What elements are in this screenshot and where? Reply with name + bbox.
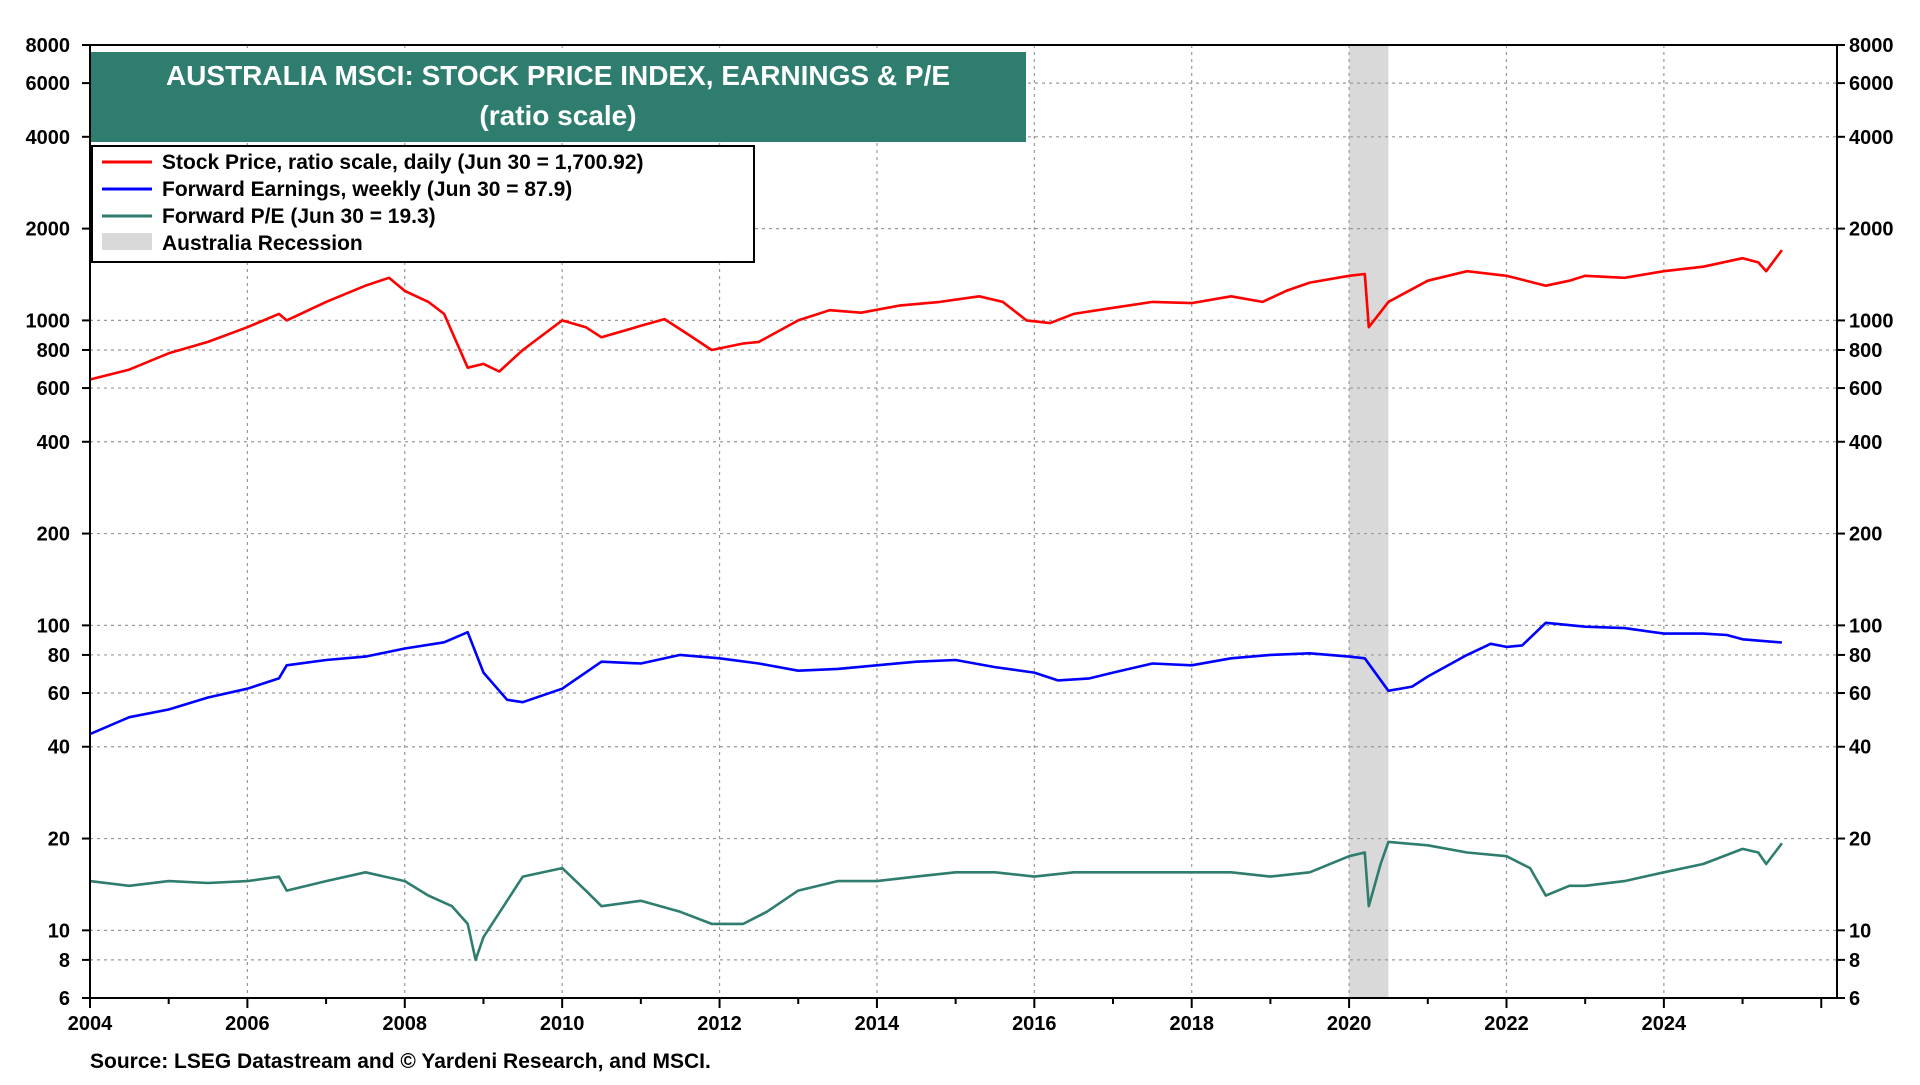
y-tick-label-right: 800 — [1849, 340, 1882, 362]
recession-band — [1349, 45, 1389, 998]
title-box: AUSTRALIA MSCI: STOCK PRICE INDEX, EARNI… — [91, 52, 1026, 142]
x-tick-label: 2006 — [225, 1013, 270, 1035]
series-line-forward-p-e — [89, 840, 1783, 962]
y-tick-label-right: 8 — [1849, 950, 1860, 972]
legend-item-recession: Australia Recession — [102, 232, 363, 255]
legend-label-forward-pe: Forward P/E (Jun 30 = 19.3) — [162, 205, 436, 228]
x-tick-label: 2014 — [855, 1013, 900, 1035]
y-tick-label-left: 2000 — [26, 219, 71, 241]
y-tick-label-left: 200 — [37, 524, 70, 546]
y-tick-label-right: 2000 — [1849, 219, 1894, 241]
x-tick-label: 2020 — [1327, 1013, 1372, 1035]
x-tick-label: 2016 — [1012, 1013, 1057, 1035]
title-background — [91, 52, 1026, 142]
y-tick-label-left: 10 — [48, 920, 70, 942]
y-axis-right: 6 8 10 20 40 60 80 100 200 400 600 800 1000 2000 4000 6… — [1837, 35, 1894, 1010]
y-tick-label-right: 4000 — [1849, 127, 1894, 149]
x-tick-label: 2004 — [68, 1013, 113, 1035]
legend-label-stock-price: Stock Price, ratio scale, daily (Jun 30 … — [162, 151, 644, 174]
y-tick-label-right: 40 — [1849, 737, 1871, 759]
x-tick-label: 2008 — [383, 1013, 428, 1035]
legend-item-stock-price: Stock Price, ratio scale, daily (Jun 30 … — [102, 151, 644, 174]
y-tick-label-left: 20 — [48, 829, 70, 851]
y-tick-label-left: 4000 — [26, 127, 71, 149]
series-line-stock-price — [89, 249, 1783, 381]
x-axis: 2004 2006 2008 2010 2012 2014 2016 2018 2020 2022… — [68, 998, 1823, 1035]
y-tick-label-right: 200 — [1849, 524, 1882, 546]
series-layer — [89, 249, 1783, 962]
legend: Stock Price, ratio scale, daily (Jun 30 … — [91, 145, 755, 263]
y-tick-label-right: 6000 — [1849, 73, 1894, 95]
x-tick-label: 2022 — [1484, 1013, 1529, 1035]
y-tick-label-right: 1000 — [1849, 310, 1894, 332]
y-tick-label-left: 600 — [37, 378, 70, 400]
y-tick-label-left: 40 — [48, 737, 70, 759]
y-tick-label-right: 8000 — [1849, 35, 1894, 57]
legend-swatch-recession — [102, 233, 152, 250]
y-tick-label-left: 60 — [48, 683, 70, 705]
source-note: Source: LSEG Datastream and © Yardeni Re… — [90, 1050, 711, 1073]
legend-item-forward-earnings: Forward Earnings, weekly (Jun 30 = 87.9) — [102, 178, 572, 201]
y-tick-label-left: 400 — [37, 432, 70, 454]
x-tick-label: 2012 — [697, 1013, 742, 1035]
chart-title: AUSTRALIA MSCI: STOCK PRICE INDEX, EARNI… — [166, 60, 950, 91]
y-tick-label-left: 800 — [37, 340, 70, 362]
y-tick-label-right: 600 — [1849, 378, 1882, 400]
y-tick-label-right: 400 — [1849, 432, 1882, 454]
x-tick-label: 2024 — [1642, 1013, 1687, 1035]
recession-layer — [1349, 45, 1389, 998]
legend-label-forward-earnings: Forward Earnings, weekly (Jun 30 = 87.9) — [162, 178, 572, 201]
legend-label-recession: Australia Recession — [162, 232, 363, 255]
y-tick-label-right: 6 — [1849, 988, 1860, 1010]
y-tick-label-left: 8000 — [26, 35, 71, 57]
y-tick-label-left: 100 — [37, 615, 70, 637]
x-tick-label: 2018 — [1169, 1013, 1214, 1035]
y-tick-label-left: 8 — [59, 950, 70, 972]
y-tick-label-left: 80 — [48, 645, 70, 667]
y-tick-label-left: 1000 — [26, 310, 71, 332]
y-tick-label-right: 100 — [1849, 615, 1882, 637]
chart-subtitle: (ratio scale) — [479, 100, 636, 131]
series-line-forward-earnings — [89, 621, 1783, 736]
legend-item-forward-pe: Forward P/E (Jun 30 = 19.3) — [102, 205, 436, 228]
y-tick-label-left: 6000 — [26, 73, 71, 95]
y-axis-left: 6 8 10 20 40 60 80 100 200 400 600 800 1000 2000 4000 6… — [26, 35, 90, 1010]
legend-box — [91, 145, 755, 263]
y-tick-label-right: 10 — [1849, 920, 1871, 942]
x-tick-label: 2010 — [540, 1013, 585, 1035]
y-tick-label-right: 80 — [1849, 645, 1871, 667]
y-tick-label-left: 6 — [59, 988, 70, 1010]
plot-frame — [89, 44, 1838, 999]
y-tick-label-right: 20 — [1849, 829, 1871, 851]
y-tick-label-right: 60 — [1849, 683, 1871, 705]
